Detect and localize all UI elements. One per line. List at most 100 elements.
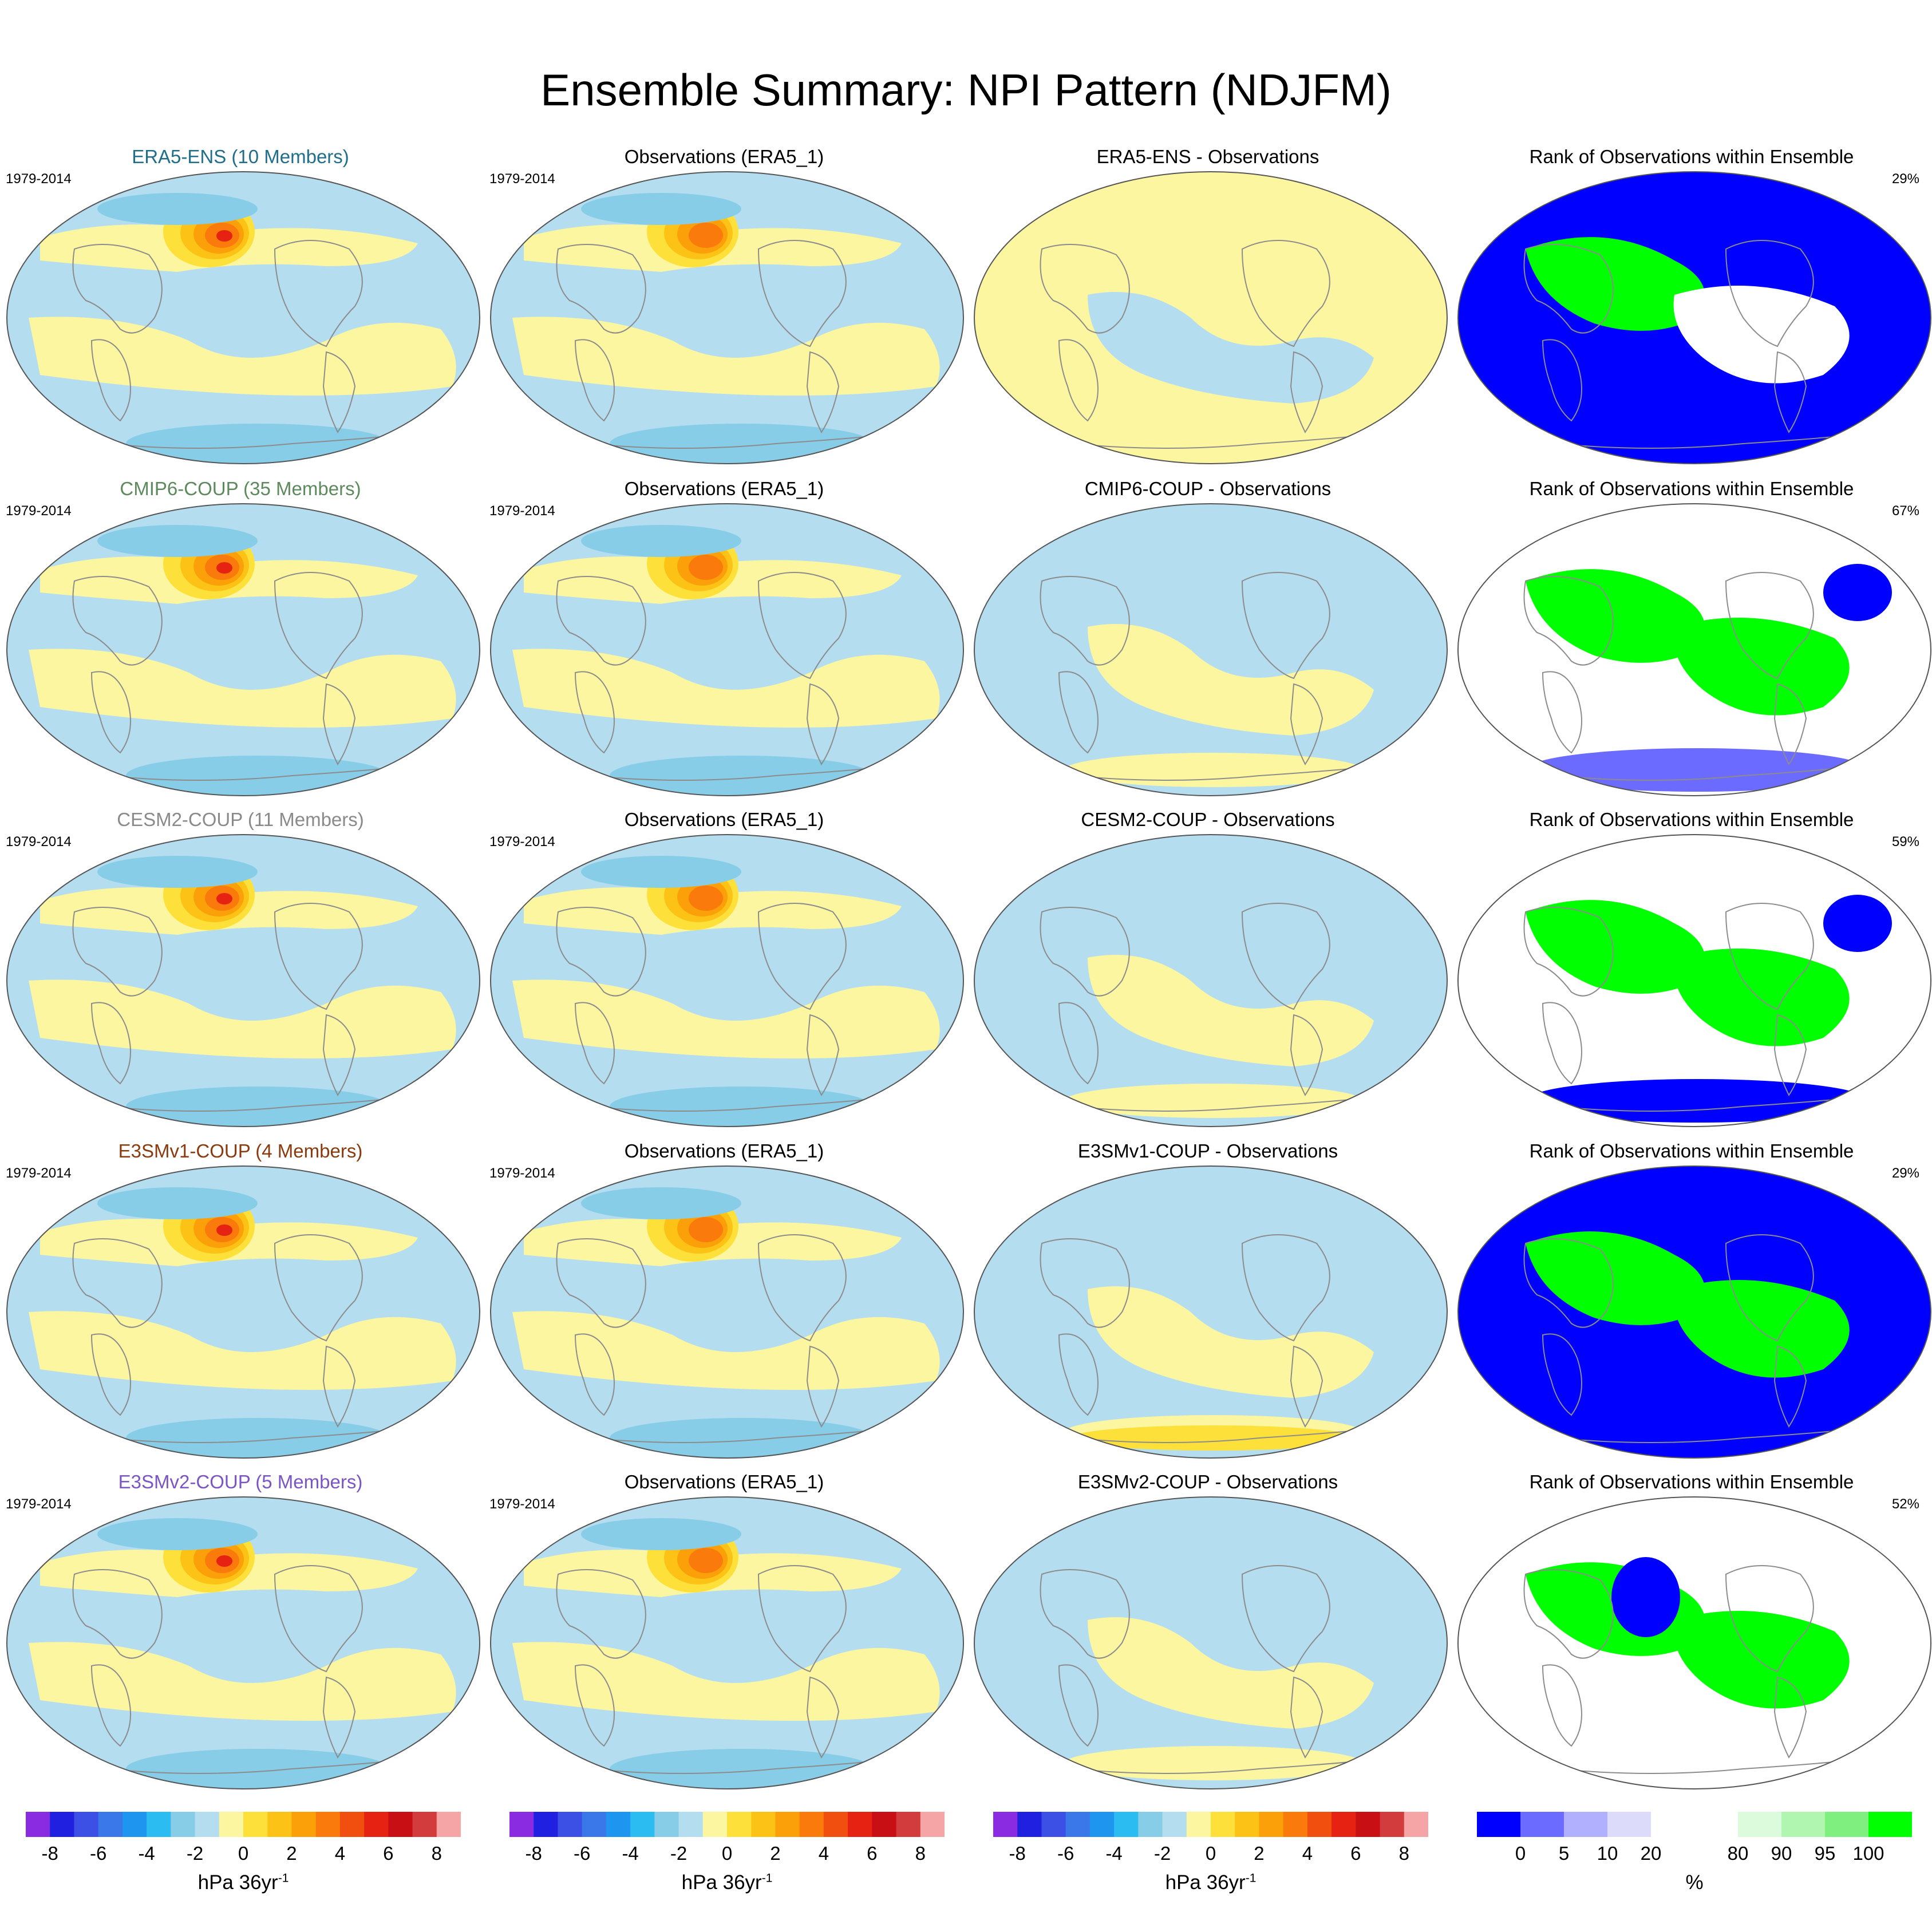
npi-center-5	[216, 893, 232, 904]
panel-title: Rank of Observations within Ensemble	[1529, 809, 1854, 830]
colorbar-tick: 6	[1350, 1843, 1361, 1864]
positive-band	[29, 317, 456, 396]
colorbar-swatch	[1259, 1812, 1284, 1837]
colorbar-swatch	[1211, 1812, 1235, 1837]
colorbar-label: hPa 36yr-1	[681, 1871, 773, 1894]
colorbar-tick: 8	[1398, 1843, 1409, 1864]
coastline-3	[806, 1345, 840, 1428]
positive-band	[29, 1311, 456, 1390]
rank-south-blue	[1526, 748, 1869, 792]
coastline-3	[1290, 683, 1323, 765]
map	[6, 834, 480, 1127]
colorbar-label: hPa 36yr-1	[1165, 1871, 1257, 1894]
coastline-0	[556, 576, 646, 666]
rank-green-2	[1673, 286, 1850, 384]
panel-title: Observations (ERA5_1)	[624, 809, 824, 830]
panel-title: E3SMv2-COUP - Observations	[1077, 1471, 1338, 1492]
npi-center-5	[216, 562, 232, 574]
panel-diff: ERA5-ENS - Observations	[967, 146, 1448, 467]
coastline-3	[322, 683, 356, 765]
panel-title: CMIP6-COUP - Observations	[1084, 478, 1332, 499]
npi-center-5	[216, 1224, 232, 1236]
coastline-1	[1542, 1664, 1582, 1747]
coastline-0	[72, 1569, 163, 1659]
panel-obs: Observations (ERA5_1) 1979-2014	[484, 1140, 965, 1461]
panel-model: CESM2-COUP (11 Members) 1979-2014	[0, 809, 481, 1129]
panel-percent: 67%	[1891, 503, 1919, 519]
coastline-2	[757, 1565, 847, 1673]
coastline-0	[556, 907, 646, 997]
colorbar-swatch	[1694, 1812, 1739, 1837]
coastline-3	[322, 1014, 356, 1096]
panel-title: CMIP6-COUP (35 Members)	[120, 478, 361, 499]
panel-title: Rank of Observations within Ensemble	[1529, 1140, 1854, 1161]
coastline-3	[1290, 351, 1323, 433]
map-outline	[490, 503, 964, 796]
coastline-0	[1040, 576, 1130, 666]
colorbar-tick: -6	[1057, 1843, 1074, 1864]
colorbar-swatch	[1651, 1812, 1695, 1837]
map-outline	[1457, 503, 1931, 796]
panel-model: E3SMv2-COUP (5 Members) 1979-2014	[0, 1471, 481, 1792]
coastline-0	[72, 1238, 163, 1328]
colorbar-swatch	[1065, 1812, 1091, 1837]
colorbar-swatch	[291, 1812, 317, 1837]
colorbar-swatch	[678, 1812, 704, 1837]
map-outline	[6, 1496, 480, 1789]
southern-positive	[1065, 753, 1362, 787]
rank-green-2	[1673, 618, 1850, 716]
colorbar-swatch	[1089, 1812, 1115, 1837]
panel-years: 1979-2014	[6, 503, 72, 519]
positive-band	[512, 1311, 940, 1390]
coastline-2	[1241, 1565, 1330, 1673]
panel-title: CESM2-COUP (11 Members)	[117, 809, 364, 830]
coastline-3	[1773, 683, 1807, 765]
map	[490, 503, 964, 796]
colorbar-swatch	[1186, 1812, 1211, 1837]
coastline-3	[1773, 1345, 1807, 1428]
coastline-2	[1725, 572, 1814, 679]
coastline-2	[1725, 240, 1814, 347]
colorbar-label: hPa 36yr-1	[197, 1871, 289, 1894]
map	[1457, 171, 1931, 464]
panel-title: Rank of Observations within Ensemble	[1529, 478, 1854, 499]
colorbar-hpa-2: -8 -6 -4 -2 0 2 4 6 8 hPa 36yr-1	[509, 1812, 945, 1898]
arctic-negative	[97, 525, 258, 557]
colorbar-tick: 80	[1727, 1843, 1749, 1864]
coastline-1	[1058, 671, 1099, 754]
panel-title: Rank of Observations within Ensemble	[1529, 146, 1854, 167]
panel-title: CESM2-COUP - Observations	[1081, 809, 1335, 830]
colorbar-tick: 6	[867, 1843, 878, 1864]
coastline-1	[1058, 339, 1099, 422]
npi-center-5	[216, 230, 232, 242]
arctic-negative	[581, 193, 741, 225]
panel-title: ERA5-ENS (10 Members)	[132, 146, 349, 167]
arctic-negative	[581, 856, 741, 888]
panel-years: 1979-2014	[489, 834, 555, 850]
coastline-1	[90, 1002, 131, 1085]
coastline-1	[574, 671, 615, 754]
panel-model: E3SMv1-COUP (4 Members) 1979-2014	[0, 1140, 481, 1461]
colorbar-swatch	[993, 1812, 1018, 1837]
npi-center-4	[689, 555, 723, 580]
colorbar-swatch	[122, 1812, 147, 1837]
diff-region	[1088, 624, 1374, 736]
coastline-2	[274, 1565, 363, 1673]
southern-negative	[126, 1749, 389, 1789]
colorbar-tick: 8	[431, 1843, 442, 1864]
coastline-0	[1523, 907, 1614, 997]
coastline-1	[90, 1664, 131, 1747]
panel-title: ERA5-ENS - Observations	[1096, 146, 1319, 167]
southern-negative	[610, 1749, 873, 1789]
colorbar-swatch	[315, 1812, 341, 1837]
colorbar-tick: -8	[525, 1843, 542, 1864]
coastline-3	[322, 1676, 356, 1759]
colorbar-tick: 2	[770, 1843, 781, 1864]
panel-percent: 29%	[1891, 1165, 1919, 1181]
southern-positive	[1065, 1084, 1362, 1118]
rank-green-2	[1673, 1280, 1850, 1378]
colorbar-swatch	[848, 1812, 872, 1837]
coastline-1	[574, 1002, 615, 1085]
coastline-1	[1542, 671, 1582, 754]
map	[490, 834, 964, 1127]
